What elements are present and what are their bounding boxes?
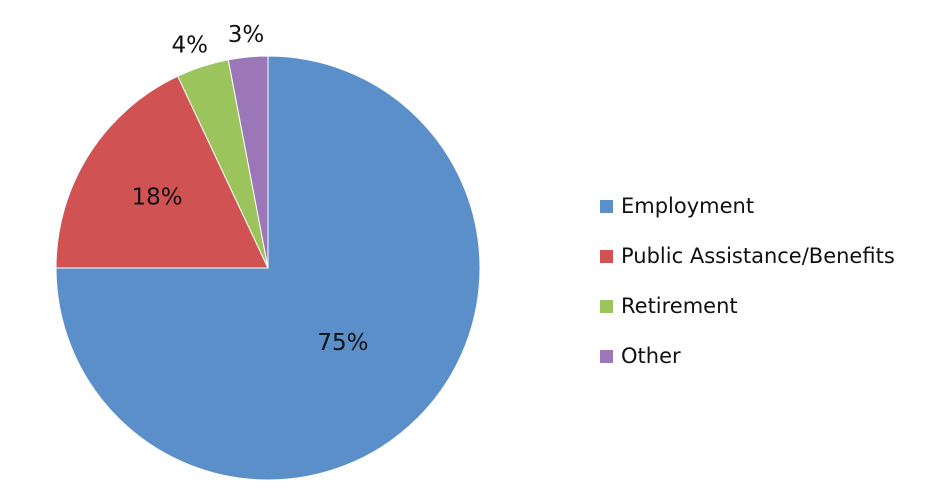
data-label-retirement: 4% bbox=[171, 32, 208, 58]
pie-slice-employment bbox=[55, 55, 481, 481]
data-label-employment: 75% bbox=[317, 330, 368, 356]
legend-swatch-retirement bbox=[600, 299, 613, 313]
legend-label-employment: Employment bbox=[621, 193, 755, 218]
legend-item-other: Other bbox=[600, 331, 895, 381]
legend-swatch-other bbox=[600, 349, 613, 363]
chart-legend: Employment Public Assistance/Benefits Reti… bbox=[600, 181, 895, 381]
pie-slice-other bbox=[227, 55, 269, 269]
legend-item-retirement: Retirement bbox=[600, 281, 895, 331]
legend-item-public-assistance-benefits: Public Assistance/Benefits bbox=[600, 231, 895, 281]
legend-swatch-employment bbox=[600, 199, 613, 213]
data-label-public-assistance-benefits: 18% bbox=[131, 185, 182, 211]
legend-swatch-public-assistance-benefits bbox=[600, 249, 613, 263]
legend-label-retirement: Retirement bbox=[621, 293, 738, 318]
data-label-other: 3% bbox=[228, 22, 265, 48]
legend-item-employment: Employment bbox=[600, 181, 895, 231]
legend-label-public-assistance-benefits: Public Assistance/Benefits bbox=[621, 243, 895, 268]
pie-slice-public-assistance-benefits bbox=[55, 75, 269, 269]
legend-label-other: Other bbox=[621, 343, 681, 368]
